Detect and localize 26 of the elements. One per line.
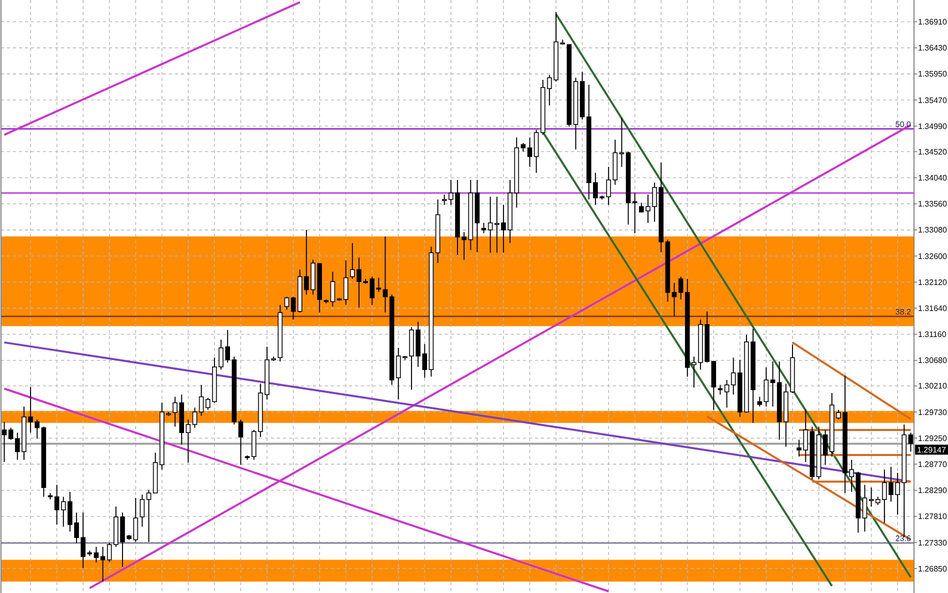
y-tick-label: 1.32120 (918, 278, 948, 287)
y-tick-label: 1.31640 (918, 304, 948, 313)
y-tick-label: 1.33560 (918, 200, 948, 209)
y-tick-label: 1.31160 (918, 330, 947, 340)
y-tick-label: 1.36910 (918, 18, 948, 27)
y-tick-label: 1.28290 (918, 486, 948, 496)
y-tick-label: 1.27330 (918, 538, 948, 548)
y-tick-label: 1.33080 (918, 226, 948, 235)
annotation: 23.6 (895, 534, 912, 543)
y-tick-label: 1.28770 (918, 460, 948, 469)
y-tick-label: 1.26850 (918, 564, 948, 574)
y-tick-label: 1.27810 (918, 512, 948, 522)
y-tick-label: 1.34040 (918, 174, 948, 183)
y-tick-label: 1.35470 (918, 96, 948, 105)
annotation: 50.0 (895, 120, 912, 129)
y-tick-label: 1.30680 (918, 356, 948, 366)
y-tick-label: 1.34990 (918, 122, 948, 131)
annotation: 38.2 (895, 307, 912, 316)
y-tick-label: 1.34520 (918, 147, 948, 156)
y-tick-label: 1.32600 (918, 252, 948, 261)
y-tick-label: 1.30210 (918, 382, 948, 391)
y-tick-label: 1.29730 (918, 408, 948, 417)
y-tick-label: 1.36430 (918, 44, 948, 53)
ref-line-label: 1.29147 (917, 445, 946, 454)
y-tick-label: 1.29250 (918, 434, 948, 443)
y-tick-label: 1.35950 (918, 70, 948, 79)
